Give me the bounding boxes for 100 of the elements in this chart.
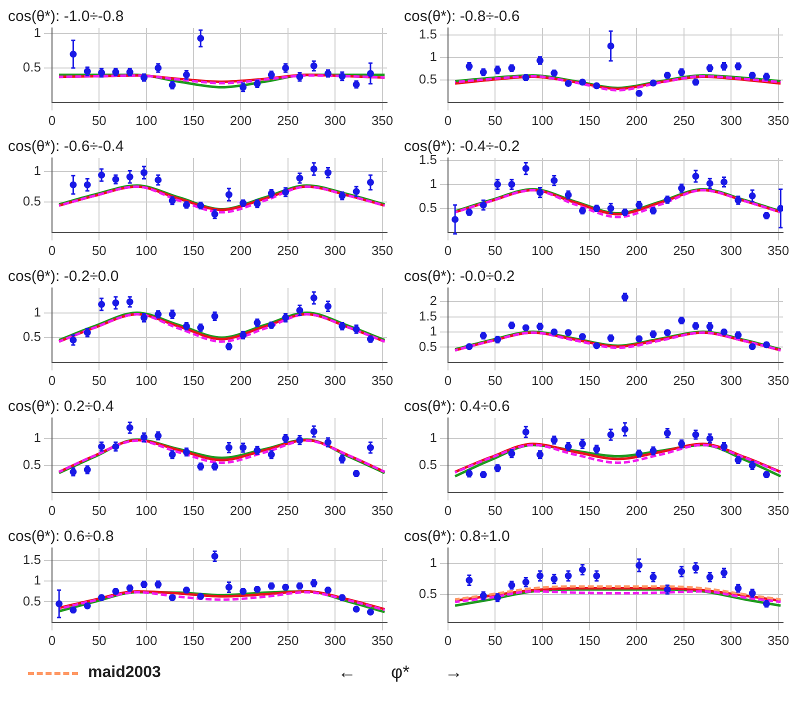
chart-title: cos(θ*): -0.8÷-0.6 xyxy=(404,8,520,26)
x-tick-label: 250 xyxy=(673,242,695,258)
chart-title: cos(θ*): 0.6÷0.8 xyxy=(8,528,114,546)
x-tick-label: 50 xyxy=(92,372,106,388)
y-tick-label: 1 xyxy=(34,430,41,446)
y-tick-label: 0.5 xyxy=(22,329,41,344)
x-tick-label: 150 xyxy=(578,242,600,258)
x-tick-label: 50 xyxy=(488,632,502,648)
y-tick-label: 1 xyxy=(430,176,437,191)
x-tick-label: 300 xyxy=(324,242,346,258)
x-tick-label: 0 xyxy=(48,502,56,518)
x-tick-label: 350 xyxy=(371,502,394,518)
chart-title: cos(θ*): -0.6÷-0.4 xyxy=(8,138,124,156)
x-tick-label: 300 xyxy=(324,632,346,648)
x-tick-label: 150 xyxy=(578,372,600,388)
x-tick-label: 350 xyxy=(371,112,394,128)
x-tick-label: 250 xyxy=(673,632,695,648)
x-tick-label: 150 xyxy=(578,112,600,128)
x-tick-label: 0 xyxy=(444,242,452,258)
y-tick-label: 0.5 xyxy=(22,60,41,75)
x-tick-label: 0 xyxy=(48,242,56,258)
x-tick-label: 0 xyxy=(48,372,56,388)
x-tick-label: 100 xyxy=(532,372,554,388)
x-tick-label: 0 xyxy=(444,632,452,648)
y-tick-label: 0.5 xyxy=(22,593,41,608)
x-tick-label: 200 xyxy=(626,372,648,388)
x-tick-label: 250 xyxy=(277,372,299,388)
x-tick-label: 200 xyxy=(626,632,648,648)
x-tick-label: 100 xyxy=(136,632,158,648)
x-tick-label: 250 xyxy=(277,502,299,518)
x-tick-label: 250 xyxy=(277,112,299,128)
x-tick-label: 200 xyxy=(626,502,648,518)
y-tick-label: 1 xyxy=(430,555,437,570)
x-tick-label: 0 xyxy=(444,112,452,128)
x-tick-label: 300 xyxy=(720,112,742,128)
x-tick-label: 100 xyxy=(136,372,158,388)
x-tick-label: 350 xyxy=(767,112,790,128)
x-tick-label: 200 xyxy=(626,112,648,128)
x-tick-label: 150 xyxy=(182,112,204,128)
x-tick-label: 200 xyxy=(230,632,252,648)
x-tick-label: 250 xyxy=(673,372,695,388)
x-tick-label: 350 xyxy=(767,632,790,648)
x-tick-label: 250 xyxy=(673,502,695,518)
x-tick-label: 250 xyxy=(277,632,299,648)
x-tick-label: 50 xyxy=(488,502,502,518)
x-tick-label: 300 xyxy=(720,502,742,518)
x-tick-label: 200 xyxy=(230,372,252,388)
x-tick-label: 200 xyxy=(626,242,648,258)
x-tick-label: 50 xyxy=(488,372,502,388)
x-tick-label: 100 xyxy=(136,242,158,258)
point xyxy=(466,343,473,350)
x-tick-label: 200 xyxy=(230,242,252,258)
x-tick-label: 150 xyxy=(578,502,600,518)
x-tick-label: 0 xyxy=(48,632,56,648)
x-tick-label: 250 xyxy=(673,112,695,128)
x-tick-label: 350 xyxy=(371,242,394,258)
x-tick-label: 300 xyxy=(324,372,346,388)
point xyxy=(593,342,600,350)
x-tick-label: 50 xyxy=(92,112,106,128)
line-series xyxy=(454,590,782,604)
x-tick-label: 100 xyxy=(532,502,554,518)
x-tick-label: 0 xyxy=(444,372,452,388)
chart-title: cos(θ*): -0.4÷-0.2 xyxy=(404,138,520,156)
x-tick-label: 350 xyxy=(767,242,790,258)
x-tick-label: 200 xyxy=(230,112,252,128)
x-tick-label: 50 xyxy=(92,632,106,648)
legend-label: maid2003 xyxy=(88,664,161,682)
x-tick-label: 100 xyxy=(532,112,554,128)
y-tick-label: 0.5 xyxy=(22,193,41,208)
y-tick-label: 0.5 xyxy=(418,338,437,354)
y-tick-label: 0.5 xyxy=(22,457,41,472)
chart-title: cos(θ*): -0.0÷0.2 xyxy=(404,268,515,286)
x-tick-label: 100 xyxy=(532,632,554,648)
x-tick-label: 150 xyxy=(182,502,204,518)
y-tick-label: 2 xyxy=(430,293,437,308)
x-tick-label: 300 xyxy=(720,372,742,388)
x-tick-label: 150 xyxy=(182,372,204,388)
y-tick-label: 0.5 xyxy=(418,200,437,215)
y-tick-label: 1 xyxy=(34,25,41,40)
x-tick-label: 50 xyxy=(92,502,106,518)
chart-title: cos(θ*): 0.4÷0.6 xyxy=(404,398,510,416)
y-tick-label: 1.5 xyxy=(22,552,41,567)
x-tick-label: 0 xyxy=(48,112,56,128)
chart-title: cos(θ*): -1.0÷-0.8 xyxy=(8,8,124,26)
x-tick-label: 150 xyxy=(578,632,600,648)
y-tick-label: 0.5 xyxy=(418,586,437,602)
chart-title: cos(θ*): 0.2÷0.4 xyxy=(8,398,114,416)
y-tick-label: 0.5 xyxy=(418,457,437,472)
y-tick-label: 1 xyxy=(430,430,437,446)
x-tick-label: 50 xyxy=(488,112,502,128)
chart-title: cos(θ*): 0.8÷1.0 xyxy=(404,528,510,546)
x-tick-label: 150 xyxy=(182,242,204,258)
x-axis-title: ← φ* → xyxy=(338,662,463,683)
x-tick-label: 0 xyxy=(444,502,452,518)
x-tick-label: 300 xyxy=(720,242,742,258)
x-tick-label: 250 xyxy=(277,242,299,258)
x-tick-label: 300 xyxy=(324,502,346,518)
x-tick-label: 350 xyxy=(371,632,394,648)
x-tick-label: 50 xyxy=(488,242,502,258)
y-tick-label: 0.5 xyxy=(418,71,437,86)
